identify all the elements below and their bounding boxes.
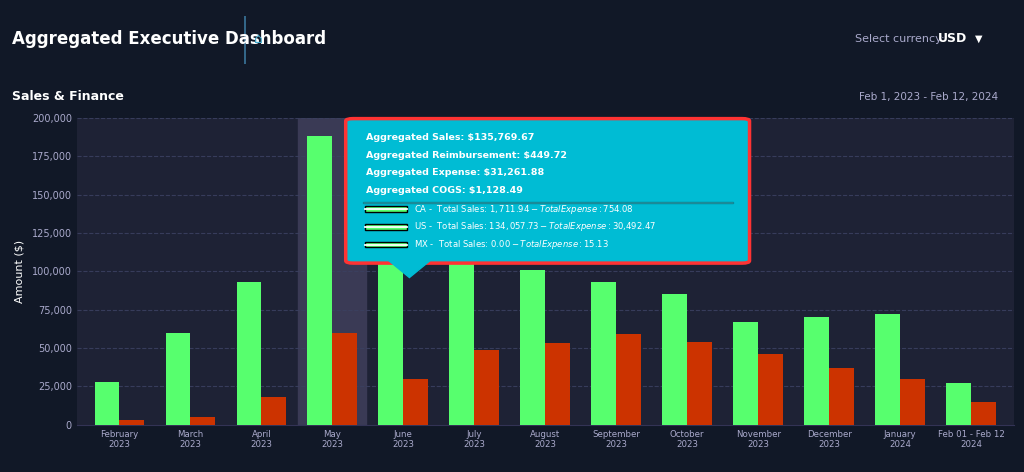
Bar bbox=[403, 379, 428, 425]
Bar bbox=[592, 282, 616, 425]
Bar bbox=[829, 368, 854, 425]
Text: Select currency:: Select currency: bbox=[855, 34, 945, 43]
Text: Aggregated COGS: $1,128.49: Aggregated COGS: $1,128.49 bbox=[367, 186, 523, 195]
Text: ⌂: ⌂ bbox=[254, 32, 263, 45]
Text: Feb 1, 2023 - Feb 12, 2024: Feb 1, 2023 - Feb 12, 2024 bbox=[859, 92, 998, 102]
Bar bbox=[166, 333, 190, 425]
Bar bbox=[520, 270, 546, 425]
Bar bbox=[687, 342, 712, 425]
Bar bbox=[733, 322, 758, 425]
FancyBboxPatch shape bbox=[362, 202, 732, 203]
Bar bbox=[663, 295, 687, 425]
FancyBboxPatch shape bbox=[346, 118, 750, 263]
Bar bbox=[805, 317, 829, 425]
Bar bbox=[237, 282, 261, 425]
Bar bbox=[261, 397, 286, 425]
FancyBboxPatch shape bbox=[244, 16, 246, 64]
Bar bbox=[758, 354, 783, 425]
Text: Aggregated Sales: $135,769.67: Aggregated Sales: $135,769.67 bbox=[367, 133, 535, 142]
Text: USD: USD bbox=[938, 32, 968, 45]
Bar bbox=[298, 118, 367, 425]
Bar bbox=[971, 402, 996, 425]
Bar bbox=[333, 333, 357, 425]
Bar bbox=[120, 420, 144, 425]
Polygon shape bbox=[389, 261, 430, 278]
Bar bbox=[307, 136, 333, 425]
FancyBboxPatch shape bbox=[366, 224, 407, 230]
Text: Aggregated Reimbursement: $449.72: Aggregated Reimbursement: $449.72 bbox=[367, 151, 567, 160]
Bar bbox=[616, 334, 641, 425]
Bar bbox=[474, 350, 499, 425]
Bar bbox=[900, 379, 925, 425]
Text: CA -  Total Sales: $1,711.94  -  Total Expense: $754.08: CA - Total Sales: $1,711.94 - Total Expe… bbox=[414, 202, 634, 216]
FancyBboxPatch shape bbox=[366, 206, 407, 212]
Bar bbox=[876, 314, 900, 425]
Bar bbox=[379, 222, 403, 425]
Text: Sales & Finance: Sales & Finance bbox=[12, 90, 124, 103]
FancyBboxPatch shape bbox=[366, 242, 407, 247]
Text: US -  Total Sales: $134,057.73  -  Total Expense: $30,492.47: US - Total Sales: $134,057.73 - Total Ex… bbox=[414, 220, 656, 234]
Y-axis label: Amount ($): Amount ($) bbox=[15, 240, 25, 303]
Text: Aggregated Expense: $31,261.88: Aggregated Expense: $31,261.88 bbox=[367, 169, 545, 177]
Text: MX -  Total Sales: $0.00  -  Total Expense: $15.13: MX - Total Sales: $0.00 - Total Expense:… bbox=[414, 238, 609, 251]
Bar bbox=[545, 344, 570, 425]
Bar bbox=[946, 383, 971, 425]
Text: Aggregated Executive Dashboard: Aggregated Executive Dashboard bbox=[12, 30, 327, 48]
Bar bbox=[450, 252, 474, 425]
Bar bbox=[94, 382, 120, 425]
Text: ▼: ▼ bbox=[975, 34, 982, 43]
Bar bbox=[190, 417, 215, 425]
